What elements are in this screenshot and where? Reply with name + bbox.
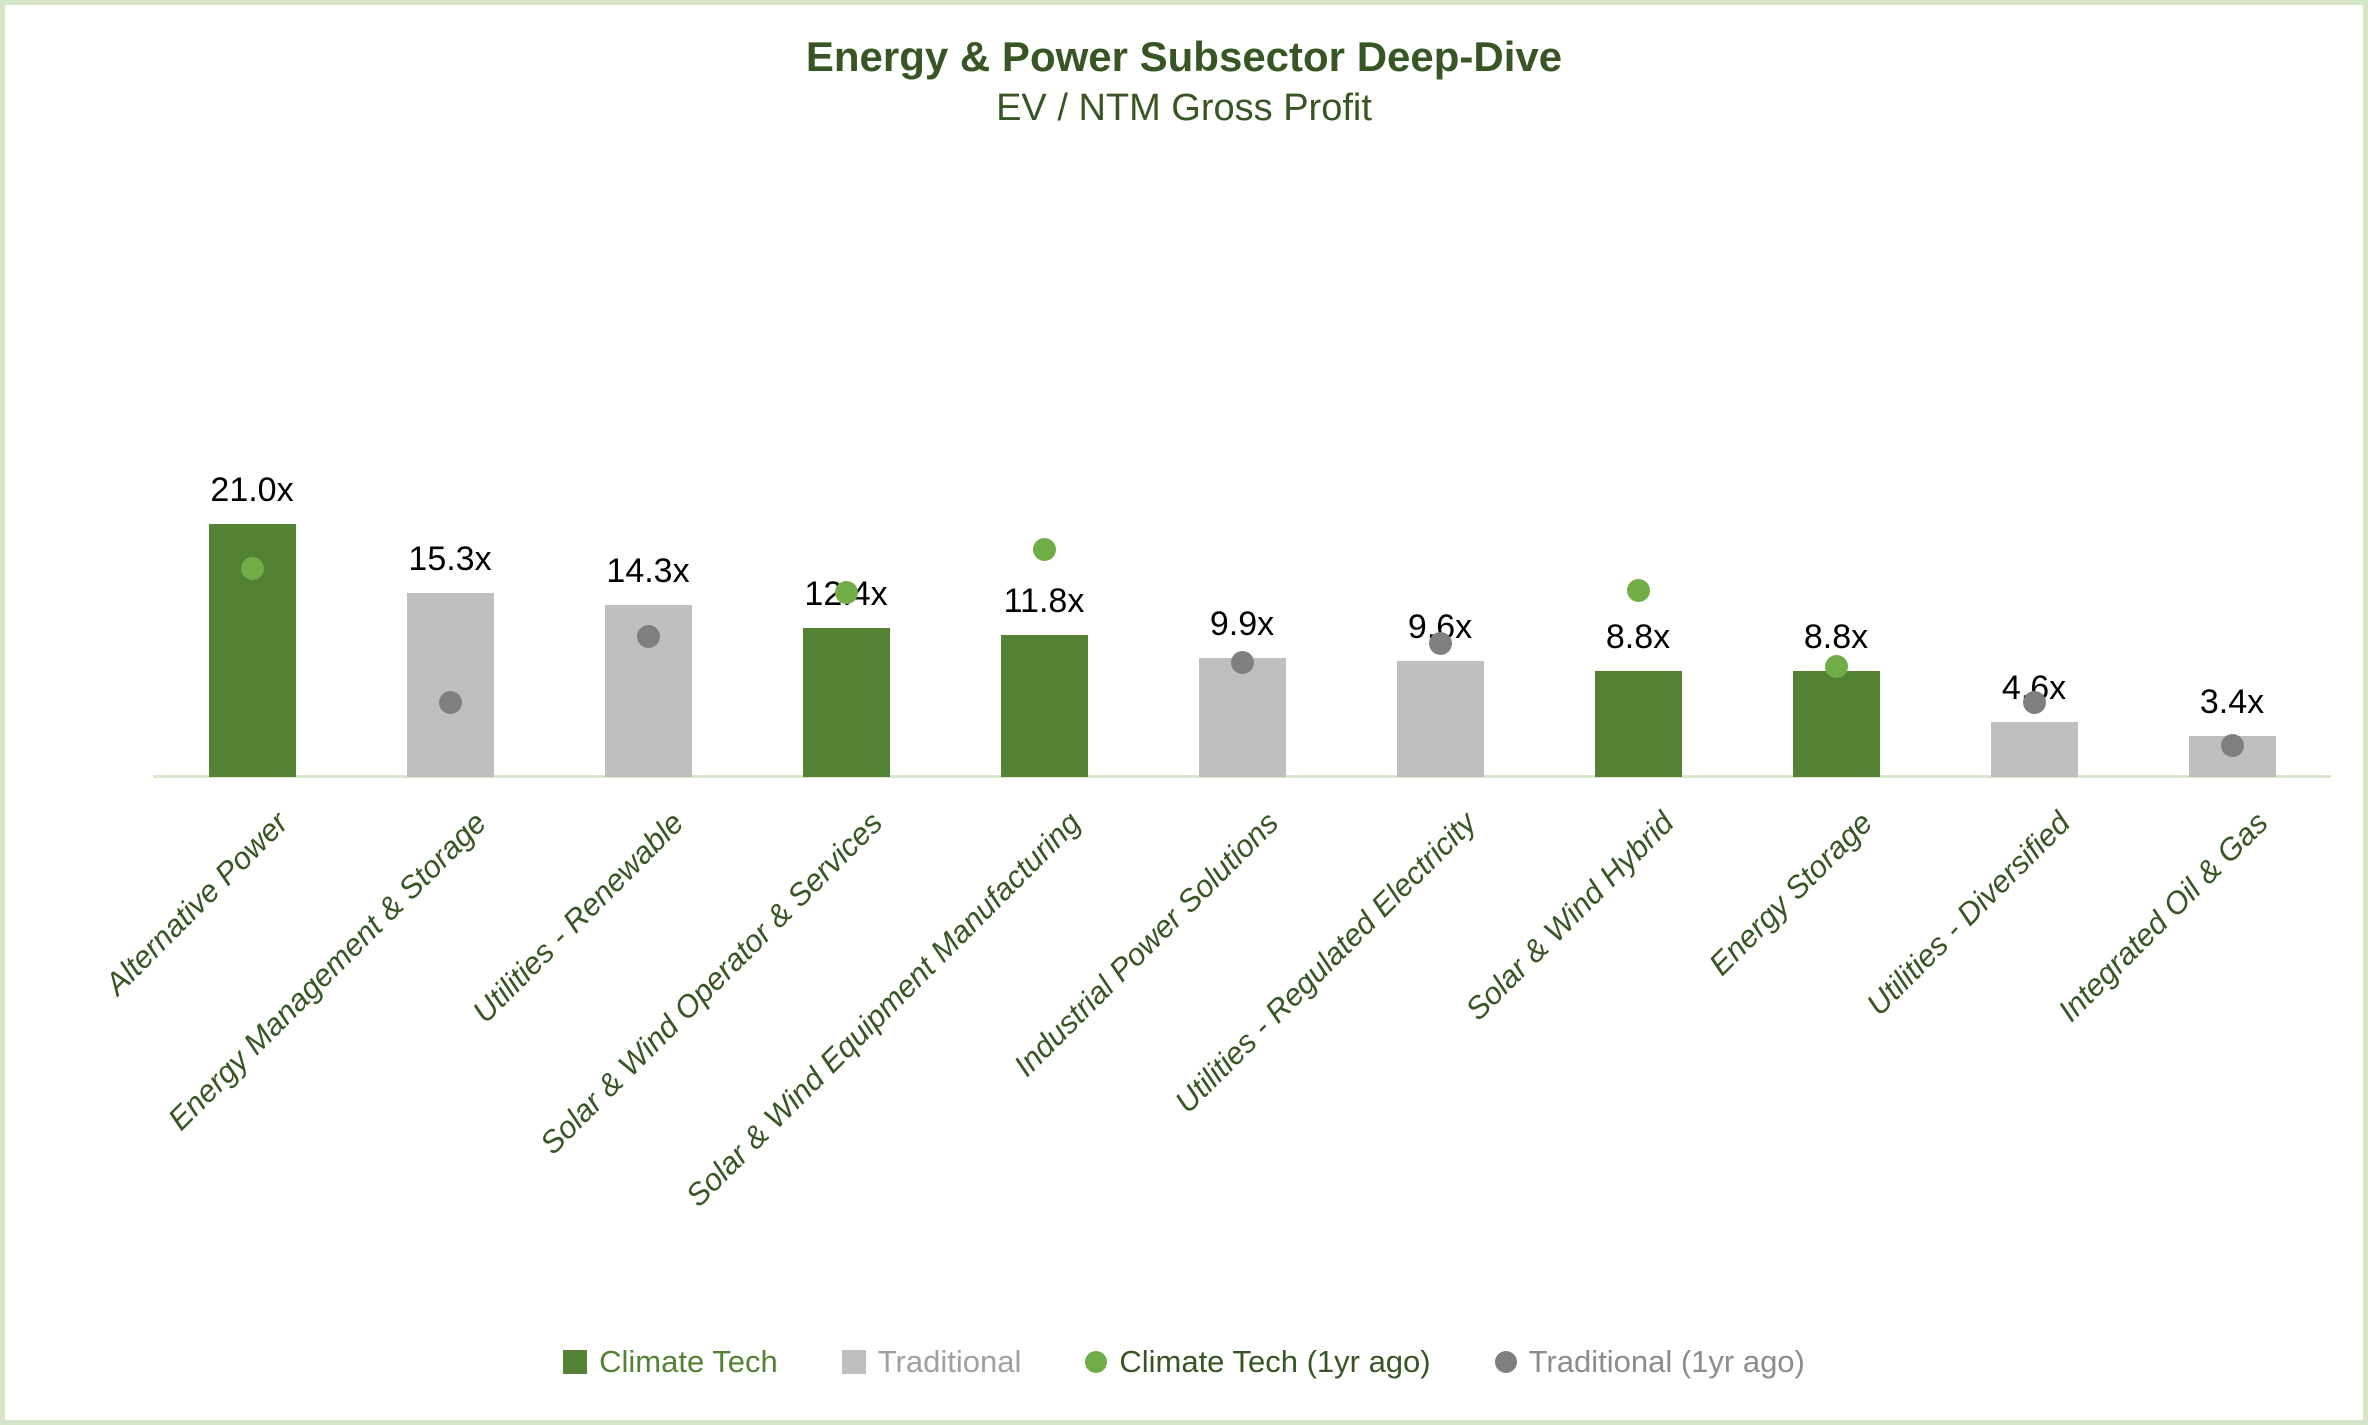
climate-tech-swatch-icon bbox=[563, 1350, 588, 1374]
category-label: Solar & Wind Hybrid bbox=[1458, 805, 1681, 1027]
traditional-1yr-dot bbox=[636, 624, 660, 648]
value-label: 11.8x bbox=[1003, 581, 1085, 620]
legend-item-traditional-1yr: Traditional (1yr ago) bbox=[1494, 1344, 1805, 1380]
climate-tech-1yr-dot bbox=[1824, 654, 1848, 678]
value-label: 3.4x bbox=[2199, 683, 2265, 722]
traditional-1yr-dot bbox=[2022, 690, 2046, 714]
legend-label: Traditional (1yr ago) bbox=[1528, 1344, 1805, 1379]
traditional-1yr-dot bbox=[1428, 631, 1452, 655]
legend: Climate Tech Traditional Climate Tech (1… bbox=[5, 1330, 2363, 1394]
legend-label: Climate Tech bbox=[599, 1344, 778, 1379]
bar-climate-tech bbox=[1792, 670, 1880, 777]
value-label: 21.0x bbox=[210, 470, 294, 509]
chart-header: Energy & Power Subsector Deep-Dive EV / … bbox=[5, 31, 2363, 133]
climate-tech-1yr-dot bbox=[834, 581, 858, 605]
traditional-1yr-dot bbox=[1230, 651, 1254, 675]
value-label: 15.3x bbox=[408, 539, 492, 578]
legend-item-climate-tech: Climate Tech bbox=[563, 1344, 778, 1380]
legend-label: Climate Tech (1yr ago) bbox=[1119, 1344, 1431, 1379]
climate-tech-1yr-dot-icon bbox=[1085, 1351, 1108, 1373]
category-label: Solar & Wind Equipment Manufacturing bbox=[678, 805, 1087, 1214]
category-label: Utilities - Diversified bbox=[1859, 805, 2077, 1023]
value-label: 9.9x bbox=[1209, 604, 1275, 643]
category-label: Integrated Oil & Gas bbox=[2051, 805, 2275, 1029]
traditional-1yr-dot bbox=[438, 690, 462, 714]
bar-traditional bbox=[1396, 661, 1484, 777]
bar-climate-tech bbox=[802, 627, 890, 777]
value-label: 14.3x bbox=[606, 551, 690, 590]
chart-subtitle: EV / NTM Gross Profit bbox=[996, 86, 1372, 129]
climate-tech-1yr-dot bbox=[240, 557, 264, 581]
category-label: Utilities - Renewable bbox=[466, 805, 691, 1030]
bar-traditional bbox=[1990, 721, 2078, 777]
traditional-1yr-dot-icon bbox=[1494, 1351, 1517, 1373]
climate-tech-1yr-dot bbox=[1626, 578, 1650, 602]
climate-tech-1yr-dot bbox=[1032, 537, 1056, 561]
bar-traditional bbox=[406, 592, 494, 777]
category-label: Solar & Wind Operator & Services bbox=[532, 805, 889, 1161]
bar-climate-tech bbox=[1594, 670, 1682, 777]
chart-title: Energy & Power Subsector Deep-Dive bbox=[805, 33, 1563, 80]
traditional-swatch-icon bbox=[841, 1350, 866, 1374]
legend-item-traditional: Traditional bbox=[841, 1344, 1022, 1380]
legend-item-climate-tech-1yr: Climate Tech (1yr ago) bbox=[1085, 1344, 1431, 1380]
category-label: Energy Storage bbox=[1701, 805, 1879, 983]
plot-area: 21.0x15.3x14.3x12.4x11.8x9.9x9.6x8.8x8.8… bbox=[153, 5, 2331, 778]
traditional-1yr-dot bbox=[2220, 734, 2244, 758]
category-label: Alternative Power bbox=[98, 805, 295, 1002]
bar-climate-tech bbox=[1000, 634, 1088, 777]
bar-traditional bbox=[1198, 657, 1286, 777]
category-labels: Alternative Power Energy Management & Sto… bbox=[98, 777, 2331, 1337]
category-label: Energy Management & Storage bbox=[160, 805, 493, 1137]
value-label: 8.8x bbox=[1803, 617, 1869, 656]
legend-label: Traditional bbox=[877, 1344, 1022, 1379]
value-label: 8.8x bbox=[1605, 617, 1671, 656]
